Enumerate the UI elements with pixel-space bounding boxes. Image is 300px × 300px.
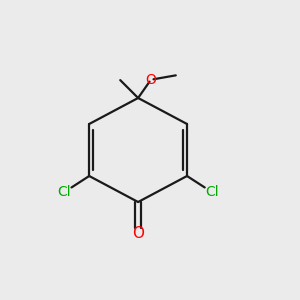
Text: O: O [132, 226, 144, 241]
Text: Cl: Cl [57, 185, 71, 200]
Text: O: O [146, 73, 156, 87]
Text: Cl: Cl [206, 185, 219, 200]
